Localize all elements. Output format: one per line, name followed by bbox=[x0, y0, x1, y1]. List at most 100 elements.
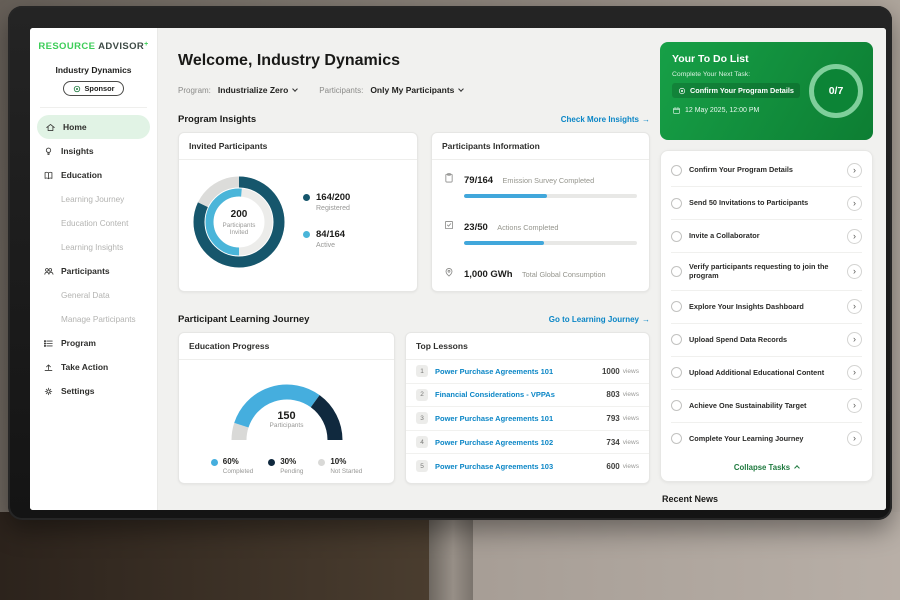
task-checkbox[interactable] bbox=[671, 230, 682, 242]
legend-item: 84/164 Active bbox=[303, 229, 350, 249]
sidebar-item-take-action[interactable]: Take Action bbox=[30, 355, 157, 379]
chevron-right-icon[interactable]: › bbox=[847, 162, 862, 178]
task-row-explore-insights[interactable]: Explore Your Insights Dashboard › bbox=[671, 291, 862, 324]
info-value: 23/50 bbox=[464, 222, 488, 233]
sidebar-item-general-data[interactable]: General Data bbox=[30, 283, 157, 307]
sidebar-divider bbox=[40, 107, 147, 108]
sidebar: RESOURCE ADVISOR+ Industry Dynamics Spon… bbox=[30, 28, 158, 510]
app-logo: RESOURCE ADVISOR+ bbox=[30, 41, 157, 52]
gauge-chart-area: 150 Participants bbox=[212, 370, 362, 450]
learning-journey-header: Participant Learning Journey Go to Learn… bbox=[178, 314, 650, 325]
lesson-link[interactable]: Power Purchase Agreements 103 bbox=[435, 461, 554, 471]
legend-value: 60% bbox=[222, 457, 239, 466]
legend-label: Completed bbox=[222, 468, 254, 475]
sidebar-item-insights[interactable]: Insights bbox=[30, 139, 157, 163]
legend-item: 30% Pending bbox=[268, 457, 303, 475]
card-title: Invited Participants bbox=[179, 133, 417, 160]
next-task-label: Confirm Your Program Details bbox=[690, 86, 794, 95]
task-row-achieve-target[interactable]: Achieve One Sustainability Target › bbox=[671, 390, 862, 423]
legend-label: Registered bbox=[316, 205, 350, 212]
info-row: 1,000 GWh Total Global Consumption bbox=[432, 254, 649, 291]
task-row-upload-educational-content[interactable]: Upload Additional Educational Content › bbox=[671, 357, 862, 390]
task-row-invite-collaborator[interactable]: Invite a Collaborator › bbox=[671, 220, 862, 253]
link-label: Check More Insights bbox=[560, 115, 639, 124]
chevron-right-icon[interactable]: › bbox=[847, 228, 862, 244]
chevron-right-icon[interactable]: › bbox=[847, 431, 862, 447]
todo-hero-card: Your To Do List Complete Your Next Task:… bbox=[660, 42, 873, 140]
gauge-chart bbox=[231, 384, 342, 441]
chevron-down-icon bbox=[292, 86, 299, 92]
info-row: 79/164 Emission Survey Completed bbox=[432, 160, 649, 207]
lesson-link[interactable]: Power Purchase Agreements 101 bbox=[435, 413, 554, 423]
lesson-views: 600 bbox=[606, 461, 620, 471]
go-to-learning-journey-link[interactable]: Go to Learning Journey → bbox=[549, 315, 650, 324]
program-filter-label: Program: bbox=[178, 85, 211, 95]
legend-value: 10% bbox=[330, 457, 347, 466]
task-checkbox[interactable] bbox=[671, 265, 682, 277]
sidebar-item-settings[interactable]: Settings bbox=[30, 379, 157, 403]
task-checkbox[interactable] bbox=[671, 197, 682, 209]
sidebar-item-label: Program bbox=[61, 338, 96, 348]
arrow-right-icon: → bbox=[642, 115, 650, 124]
sidebar-item-manage-participants[interactable]: Manage Participants bbox=[30, 307, 157, 331]
page-title: Welcome, Industry Dynamics bbox=[178, 52, 400, 69]
sidebar-item-label: Home bbox=[63, 122, 87, 132]
background-wall bbox=[432, 512, 900, 600]
program-insights-header: Program Insights Check More Insights → bbox=[178, 114, 650, 125]
sidebar-item-education[interactable]: Education bbox=[30, 163, 157, 187]
sidebar-item-learning-insights[interactable]: Learning Insights bbox=[30, 235, 157, 259]
calendar-icon bbox=[673, 106, 680, 114]
sidebar-item-program[interactable]: Program bbox=[30, 331, 157, 355]
check-square-icon bbox=[443, 218, 455, 230]
task-row-verify-participants[interactable]: Verify participants requesting to join t… bbox=[671, 253, 862, 291]
radio-icon bbox=[678, 87, 686, 94]
sidebar-item-participants[interactable]: Participants bbox=[30, 259, 157, 283]
gauge-legend: 60% Completed 30% Pending 10% Not Started bbox=[179, 457, 394, 475]
collapse-tasks-button[interactable]: Collapse Tasks bbox=[671, 455, 862, 478]
task-checkbox[interactable] bbox=[671, 367, 682, 379]
lesson-row: 4 Power Purchase Agreements 102 734 view… bbox=[406, 431, 649, 455]
sidebar-item-education-content[interactable]: Education Content bbox=[30, 211, 157, 235]
next-task-pill[interactable]: Confirm Your Program Details bbox=[672, 83, 800, 98]
sidebar-item-label: Insights bbox=[61, 146, 94, 156]
check-more-insights-link[interactable]: Check More Insights → bbox=[561, 115, 650, 124]
todo-subtitle: Complete Your Next Task: bbox=[672, 71, 751, 78]
donut-center-value: 200 bbox=[230, 208, 248, 220]
donut-chart-area: 200 Participants Invited 164/200 Registe… bbox=[179, 160, 417, 290]
task-row-confirm-program[interactable]: Confirm Your Program Details › bbox=[671, 154, 862, 187]
recent-news-title: Recent News bbox=[662, 493, 719, 504]
chevron-right-icon[interactable]: › bbox=[847, 195, 862, 211]
monitor-bezel: RESOURCE ADVISOR+ Industry Dynamics Spon… bbox=[8, 6, 892, 520]
sidebar-item-home[interactable]: Home bbox=[37, 115, 150, 139]
legend-dot bbox=[210, 459, 218, 466]
task-row-upload-spend-data[interactable]: Upload Spend Data Records › bbox=[671, 324, 862, 357]
task-checkbox[interactable] bbox=[671, 301, 682, 313]
todo-panel: Your To Do List Complete Your Next Task:… bbox=[660, 42, 873, 504]
task-row-complete-learning-journey[interactable]: Complete Your Learning Journey › bbox=[671, 423, 862, 455]
chevron-right-icon[interactable]: › bbox=[847, 365, 862, 381]
chevron-right-icon[interactable]: › bbox=[847, 332, 862, 348]
task-checkbox[interactable] bbox=[671, 334, 682, 346]
sidebar-item-label: Manage Participants bbox=[61, 314, 136, 324]
task-checkbox[interactable] bbox=[671, 433, 682, 445]
arrow-right-icon: → bbox=[642, 315, 650, 324]
sidebar-item-learning-journey[interactable]: Learning Journey bbox=[30, 187, 157, 211]
upload-icon bbox=[43, 362, 54, 373]
participants-filter-dropdown[interactable]: Only My Participants bbox=[370, 85, 465, 95]
donut-chart bbox=[193, 176, 285, 268]
lesson-link[interactable]: Power Purchase Agreements 101 bbox=[435, 366, 554, 376]
chevron-right-icon[interactable]: › bbox=[847, 263, 862, 279]
legend-value: 84/164 bbox=[316, 229, 346, 240]
chevron-right-icon[interactable]: › bbox=[847, 398, 862, 414]
sponsor-badge[interactable]: Sponsor bbox=[62, 81, 125, 96]
chevron-glyph: › bbox=[853, 433, 856, 444]
task-checkbox[interactable] bbox=[671, 164, 682, 176]
lesson-link[interactable]: Financial Considerations - VPPAs bbox=[435, 390, 555, 400]
chevron-right-icon[interactable]: › bbox=[847, 299, 862, 315]
sponsor-icon bbox=[73, 85, 80, 92]
task-row-send-invitations[interactable]: Send 50 Invitations to Participants › bbox=[671, 187, 862, 220]
program-filter-dropdown[interactable]: Industrialize Zero bbox=[218, 85, 299, 95]
task-label: Confirm Your Program Details bbox=[689, 165, 793, 175]
task-checkbox[interactable] bbox=[671, 400, 682, 412]
lesson-link[interactable]: Power Purchase Agreements 102 bbox=[435, 437, 554, 447]
